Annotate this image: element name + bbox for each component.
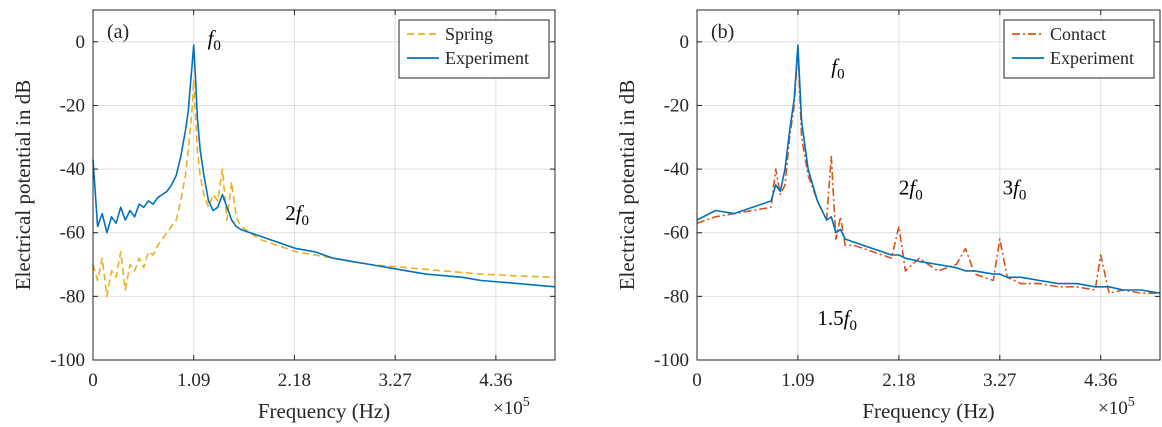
panel-b: 0 1.09 2.18 3.27 4.36 0 -20 -40 -60 -80 -100 Freque… bbox=[615, 9, 1161, 423]
y-tick-label: -80 bbox=[60, 286, 85, 307]
annotation-symbol: f bbox=[831, 55, 840, 79]
annotation-prefix: 2 bbox=[899, 176, 910, 200]
legend: Contact Experiment bbox=[1003, 19, 1155, 79]
x-tick-label: 4.36 bbox=[479, 370, 512, 391]
annotation-1: 2f0 bbox=[285, 201, 309, 229]
x-tick-label: 3.27 bbox=[379, 370, 412, 391]
annotation-subscript: 0 bbox=[213, 38, 221, 54]
y-tick-label: -100 bbox=[50, 350, 85, 371]
y-tick-label: 0 bbox=[680, 32, 690, 53]
y-tick-label: -20 bbox=[664, 95, 689, 116]
annotation-2: 3f0 bbox=[1003, 176, 1027, 204]
y-tick-label: -40 bbox=[664, 159, 689, 180]
y-tick-label: 0 bbox=[76, 32, 86, 53]
series-line-spring bbox=[92, 79, 556, 298]
annotation-prefix: 1.5 bbox=[817, 306, 843, 330]
annotation-symbol: f bbox=[909, 176, 918, 200]
annotation-prefix: 3 bbox=[1003, 176, 1014, 200]
annotation-subscript: 0 bbox=[302, 213, 310, 229]
panel-label: (a) bbox=[107, 21, 129, 43]
x-tick-label: 1.09 bbox=[177, 370, 210, 391]
legend-label-experiment: Experiment bbox=[445, 48, 529, 68]
annotation-subscript: 0 bbox=[1019, 188, 1027, 204]
y-tick-label: -60 bbox=[664, 223, 689, 244]
annotation-symbol: f bbox=[1013, 176, 1022, 200]
x-axis-title: Frequency (Hz) bbox=[258, 399, 390, 423]
axes-box bbox=[92, 9, 556, 361]
y-tick-label: -100 bbox=[654, 350, 689, 371]
x-axis-title: Frequency (Hz) bbox=[862, 399, 994, 423]
annotation-symbol: f bbox=[208, 26, 217, 50]
x-tick-label: 1.09 bbox=[781, 370, 814, 391]
annotation-subscript: 0 bbox=[849, 318, 857, 334]
x-tick-label: 3.27 bbox=[983, 370, 1016, 391]
y-axis-title: Electrical potential in dB bbox=[615, 80, 639, 291]
series-line-experiment bbox=[696, 44, 1161, 294]
x-tick-label: 0 bbox=[692, 370, 702, 391]
legend-box bbox=[398, 19, 550, 79]
y-tick-label: -80 bbox=[664, 286, 689, 307]
legend-label-experiment: Experiment bbox=[1050, 48, 1134, 68]
legend-label-spring: Spring bbox=[445, 24, 493, 44]
x-tick-label: 2.18 bbox=[278, 370, 311, 391]
x-exponent-power: 5 bbox=[1128, 395, 1135, 410]
panel-label: (b) bbox=[711, 21, 734, 43]
y-tick-label: -60 bbox=[60, 223, 85, 244]
x-exponent-power: 5 bbox=[523, 395, 530, 410]
annotation-0: f0 bbox=[831, 55, 844, 83]
annotation-1: 2f0 bbox=[899, 176, 923, 204]
annotation-subscript: 0 bbox=[915, 188, 923, 204]
x-tick-label: 0 bbox=[88, 370, 98, 391]
x-tick-label: 4.36 bbox=[1084, 370, 1117, 391]
series-line-experiment bbox=[92, 44, 556, 288]
legend: Spring Experiment bbox=[398, 19, 550, 79]
legend-label-contact: Contact bbox=[1050, 24, 1106, 44]
legend-box bbox=[1003, 19, 1155, 79]
annotation-symbol: f bbox=[296, 201, 305, 225]
annotation-subscript: 0 bbox=[837, 67, 845, 83]
x-tick-label: 2.18 bbox=[882, 370, 915, 391]
annotation-0: f0 bbox=[208, 26, 221, 54]
y-tick-label: -40 bbox=[60, 159, 85, 180]
annotation-prefix: 2 bbox=[285, 201, 296, 225]
y-tick-label: -20 bbox=[60, 95, 85, 116]
axes-box bbox=[696, 9, 1161, 361]
series-line-contact bbox=[696, 47, 1160, 295]
annotation-symbol: f bbox=[844, 306, 853, 330]
panel-a: 0 1.09 2.18 3.27 4.36 0 -20 -40 -60 -80 -100 Freque… bbox=[11, 9, 556, 423]
annotation-3: 1.5f0 bbox=[817, 306, 857, 334]
y-axis-title: Electrical potential in dB bbox=[11, 80, 35, 291]
